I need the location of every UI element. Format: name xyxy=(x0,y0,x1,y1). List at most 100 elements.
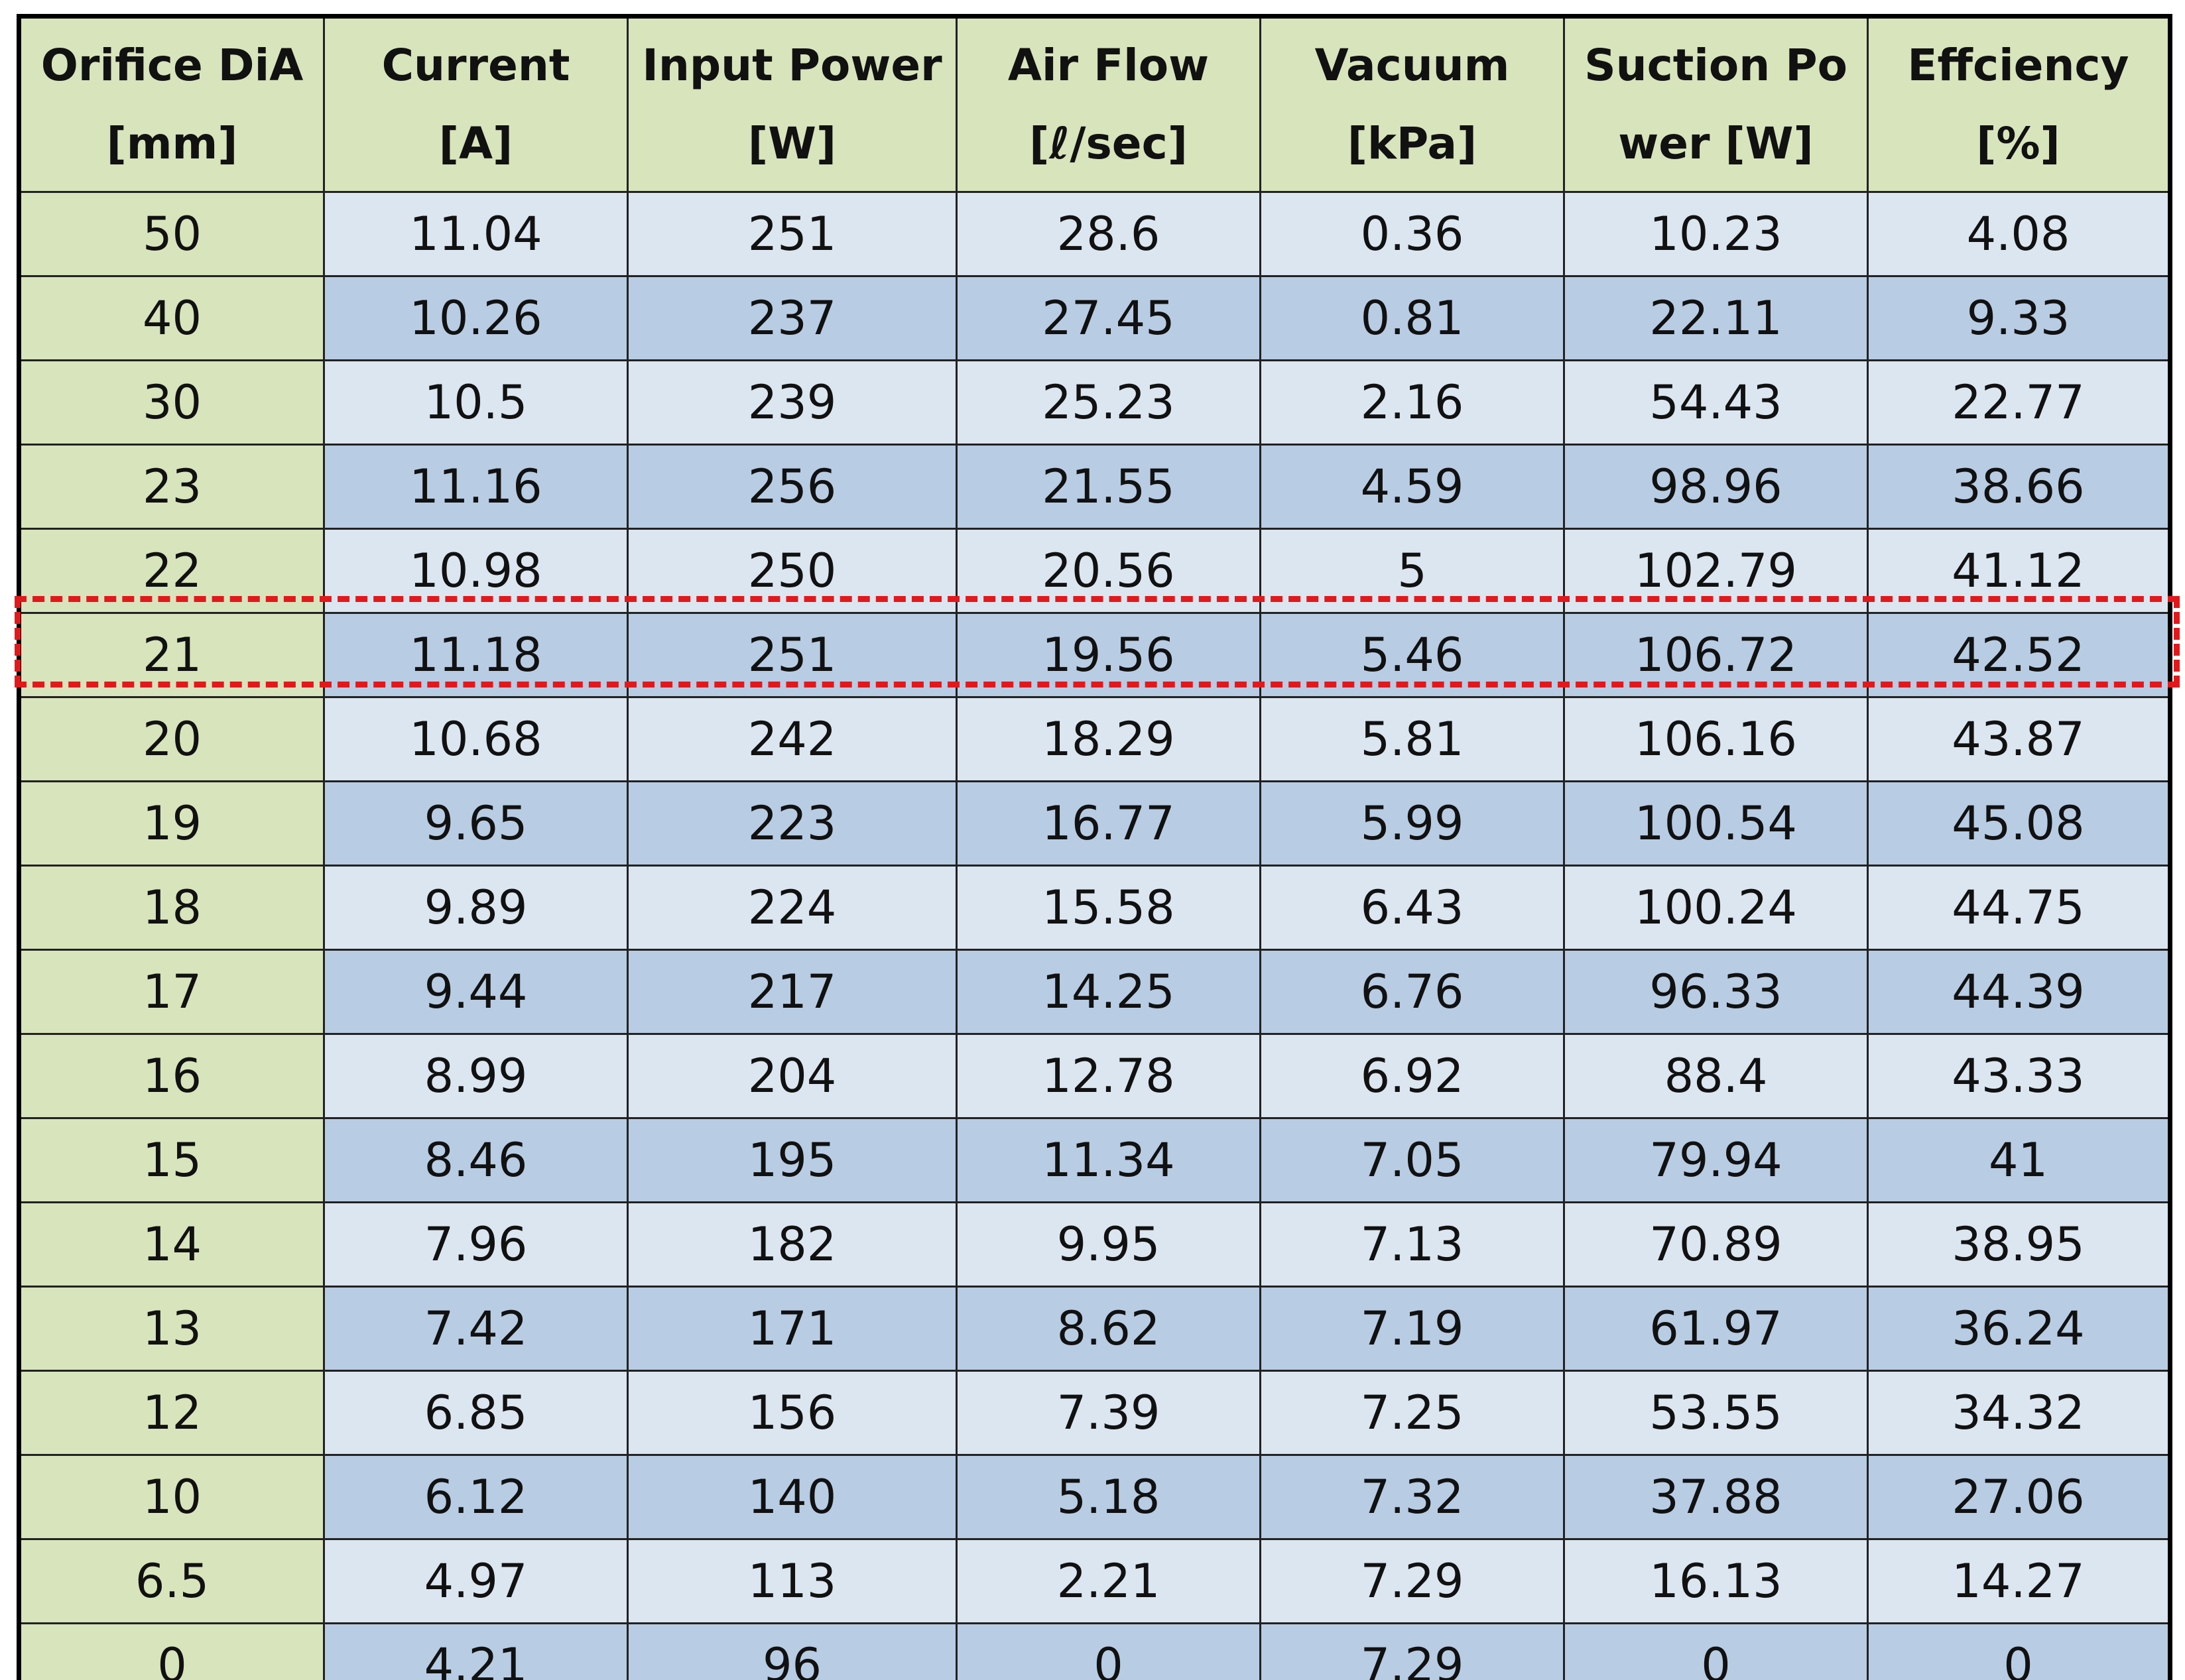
table-cell: 102.79 xyxy=(1563,528,1869,614)
table-cell: 217 xyxy=(627,949,958,1035)
table-cell: 7.96 xyxy=(323,1201,629,1288)
table-cell: 10.26 xyxy=(323,275,629,361)
table-cell: 36.24 xyxy=(1867,1286,2171,1372)
table-cell: 19.56 xyxy=(956,612,1261,698)
table-cell: 96.33 xyxy=(1563,949,1869,1035)
row-label: 40 xyxy=(18,275,325,361)
table-cell: 7.25 xyxy=(1259,1370,1565,1456)
table-cell: 106.16 xyxy=(1563,696,1869,782)
table-cell: 61.97 xyxy=(1563,1286,1869,1372)
table-cell: 43.87 xyxy=(1867,696,2171,782)
row-label: 14 xyxy=(18,1201,325,1288)
header-line: [mm] xyxy=(106,118,238,169)
table-cell: 12.78 xyxy=(956,1033,1261,1119)
table-cell: 7.19 xyxy=(1259,1286,1565,1372)
table-cell: 41 xyxy=(1867,1117,2171,1203)
table-cell: 25.23 xyxy=(956,359,1261,446)
table-cell: 11.18 xyxy=(323,612,629,698)
row-label: 21 xyxy=(18,612,325,698)
table-cell: 9.65 xyxy=(323,780,629,867)
table-cell: 7.39 xyxy=(956,1370,1261,1456)
table-cell: 106.72 xyxy=(1563,612,1869,698)
table-cell: 27.06 xyxy=(1867,1454,2171,1540)
header-line: [W] xyxy=(747,118,837,169)
table-row: 23 11.16 256 21.55 4.59 98.96 38.66 xyxy=(18,444,2171,530)
table-cell: 22.11 xyxy=(1563,275,1869,361)
data-table: Orifice DiA [mm] Current [A] Input Power [W] A… xyxy=(17,14,2172,1680)
table-cell: 38.66 xyxy=(1867,444,2171,530)
table-cell: 6.92 xyxy=(1259,1033,1565,1119)
table-cell: 9.33 xyxy=(1867,275,2171,361)
table-cell: 10.23 xyxy=(1563,191,1869,277)
table-cell: 171 xyxy=(627,1286,958,1372)
table-cell: 14.25 xyxy=(956,949,1261,1035)
header-cell: Vacuum [kPa] xyxy=(1259,15,1565,193)
row-label: 10 xyxy=(18,1454,325,1540)
table-cell: 204 xyxy=(627,1033,958,1119)
table-cell: 11.34 xyxy=(956,1117,1261,1203)
header-line: Orifice DiA xyxy=(40,40,304,91)
table-cell: 9.95 xyxy=(956,1201,1261,1288)
table-cell: 45.08 xyxy=(1867,780,2171,867)
table-cell: 239 xyxy=(627,359,958,446)
table-cell: 88.4 xyxy=(1563,1033,1869,1119)
table-row: 10 6.12 140 5.18 7.32 37.88 27.06 xyxy=(18,1454,2171,1540)
table-cell: 113 xyxy=(627,1538,958,1624)
table-row: 40 10.26 237 27.45 0.81 22.11 9.33 xyxy=(18,275,2171,361)
table-cell: 4.21 xyxy=(323,1622,629,1680)
table-cell: 6.85 xyxy=(323,1370,629,1456)
table-row: 19 9.65 223 16.77 5.99 100.54 45.08 xyxy=(18,780,2171,867)
row-label: 30 xyxy=(18,359,325,446)
table-row: 50 11.04 251 28.6 0.36 10.23 4.08 xyxy=(18,191,2171,277)
table-cell: 34.32 xyxy=(1867,1370,2171,1456)
table-cell: 6.43 xyxy=(1259,865,1565,951)
row-label: 19 xyxy=(18,780,325,867)
table-cell: 79.94 xyxy=(1563,1117,1869,1203)
table-cell: 44.75 xyxy=(1867,865,2171,951)
header-cell: Current [A] xyxy=(323,15,629,193)
table-cell: 182 xyxy=(627,1201,958,1288)
table-cell: 8.99 xyxy=(323,1033,629,1119)
table-cell: 5.18 xyxy=(956,1454,1261,1540)
table-cell: 6.12 xyxy=(323,1454,629,1540)
table-cell: 98.96 xyxy=(1563,444,1869,530)
table-cell: 0.81 xyxy=(1259,275,1565,361)
header-line: Current xyxy=(381,40,570,91)
table-cell: 223 xyxy=(627,780,958,867)
table-row: 13 7.42 171 8.62 7.19 61.97 36.24 xyxy=(18,1286,2171,1372)
table-cell: 100.24 xyxy=(1563,865,1869,951)
table-cell: 251 xyxy=(627,612,958,698)
row-label: 18 xyxy=(18,865,325,951)
table-row: 14 7.96 182 9.95 7.13 70.89 38.95 xyxy=(18,1201,2171,1288)
table-cell: 16.13 xyxy=(1563,1538,1869,1624)
table-cell: 7.05 xyxy=(1259,1117,1565,1203)
row-label: 15 xyxy=(18,1117,325,1203)
table-cell: 41.12 xyxy=(1867,528,2171,614)
table-row: 0 4.21 96 0 7.29 0 0 xyxy=(18,1622,2171,1680)
table-cell: 8.62 xyxy=(956,1286,1261,1372)
row-label: 50 xyxy=(18,191,325,277)
header-line: [ℓ/sec] xyxy=(1029,118,1188,169)
table-cell: 8.46 xyxy=(323,1117,629,1203)
header-line: Air Flow xyxy=(1007,40,1210,91)
table-cell: 28.6 xyxy=(956,191,1261,277)
table-cell: 9.44 xyxy=(323,949,629,1035)
table-cell: 20.56 xyxy=(956,528,1261,614)
table-cell: 22.77 xyxy=(1867,359,2171,446)
row-label: 13 xyxy=(18,1286,325,1372)
row-label: 16 xyxy=(18,1033,325,1119)
table-cell: 10.98 xyxy=(323,528,629,614)
table-cell: 256 xyxy=(627,444,958,530)
row-label: 0 xyxy=(18,1622,325,1680)
table-row: 18 9.89 224 15.58 6.43 100.24 44.75 xyxy=(18,865,2171,951)
table-cell: 44.39 xyxy=(1867,949,2171,1035)
table-cell: 7.29 xyxy=(1259,1538,1565,1624)
row-label: 12 xyxy=(18,1370,325,1456)
table-row: 16 8.99 204 12.78 6.92 88.4 43.33 xyxy=(18,1033,2171,1119)
table-row: 20 10.68 242 18.29 5.81 106.16 43.87 xyxy=(18,696,2171,782)
table-cell: 96 xyxy=(627,1622,958,1680)
header-cell: Air Flow [ℓ/sec] xyxy=(956,15,1261,193)
header-line: [%] xyxy=(1976,118,2060,169)
header-line: Input Power xyxy=(642,40,942,91)
table-cell: 0 xyxy=(956,1622,1261,1680)
